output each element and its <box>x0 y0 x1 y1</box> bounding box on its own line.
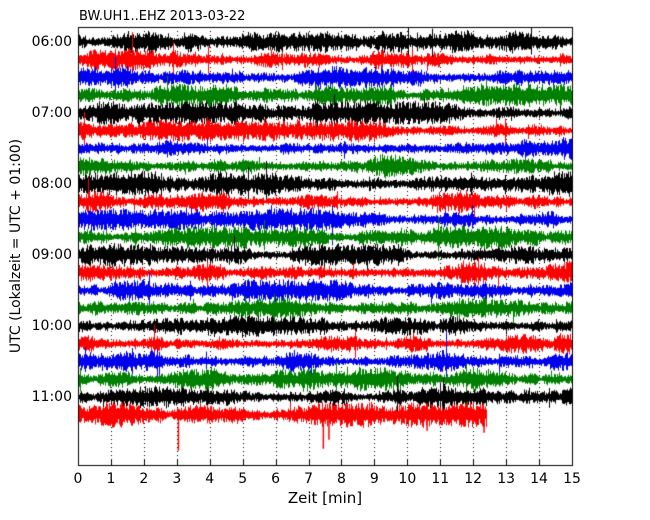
y-tick-label: 07:00 <box>31 105 72 121</box>
y-tick-label: 06:00 <box>31 34 72 50</box>
x-tick-label: 12 <box>464 471 483 487</box>
x-tick-label: 14 <box>530 471 548 487</box>
x-tick-label: 1 <box>106 471 116 487</box>
x-tick-label: 11 <box>431 471 450 487</box>
x-tick-label: 10 <box>398 471 417 487</box>
y-tick-label: 11:00 <box>31 389 72 405</box>
x-tick-label: 8 <box>336 471 346 487</box>
x-tick-label: 13 <box>497 471 516 487</box>
y-tick-label: 09:00 <box>31 247 72 263</box>
x-tick-label: 5 <box>238 471 248 487</box>
x-axis-label: Zeit [min] <box>287 489 363 507</box>
x-tick-label: 2 <box>139 471 149 487</box>
y-tick-label: 10:00 <box>31 318 72 334</box>
x-tick-label: 7 <box>304 471 313 487</box>
x-tick-label: 15 <box>563 471 581 487</box>
x-tick-label: 0 <box>73 471 83 487</box>
x-tick-label: 9 <box>369 471 379 487</box>
x-tick-label: 6 <box>271 471 281 487</box>
x-tick-label: 4 <box>205 471 215 487</box>
y-tick-label: 08:00 <box>31 176 72 192</box>
x-tick-label: 3 <box>172 471 182 487</box>
